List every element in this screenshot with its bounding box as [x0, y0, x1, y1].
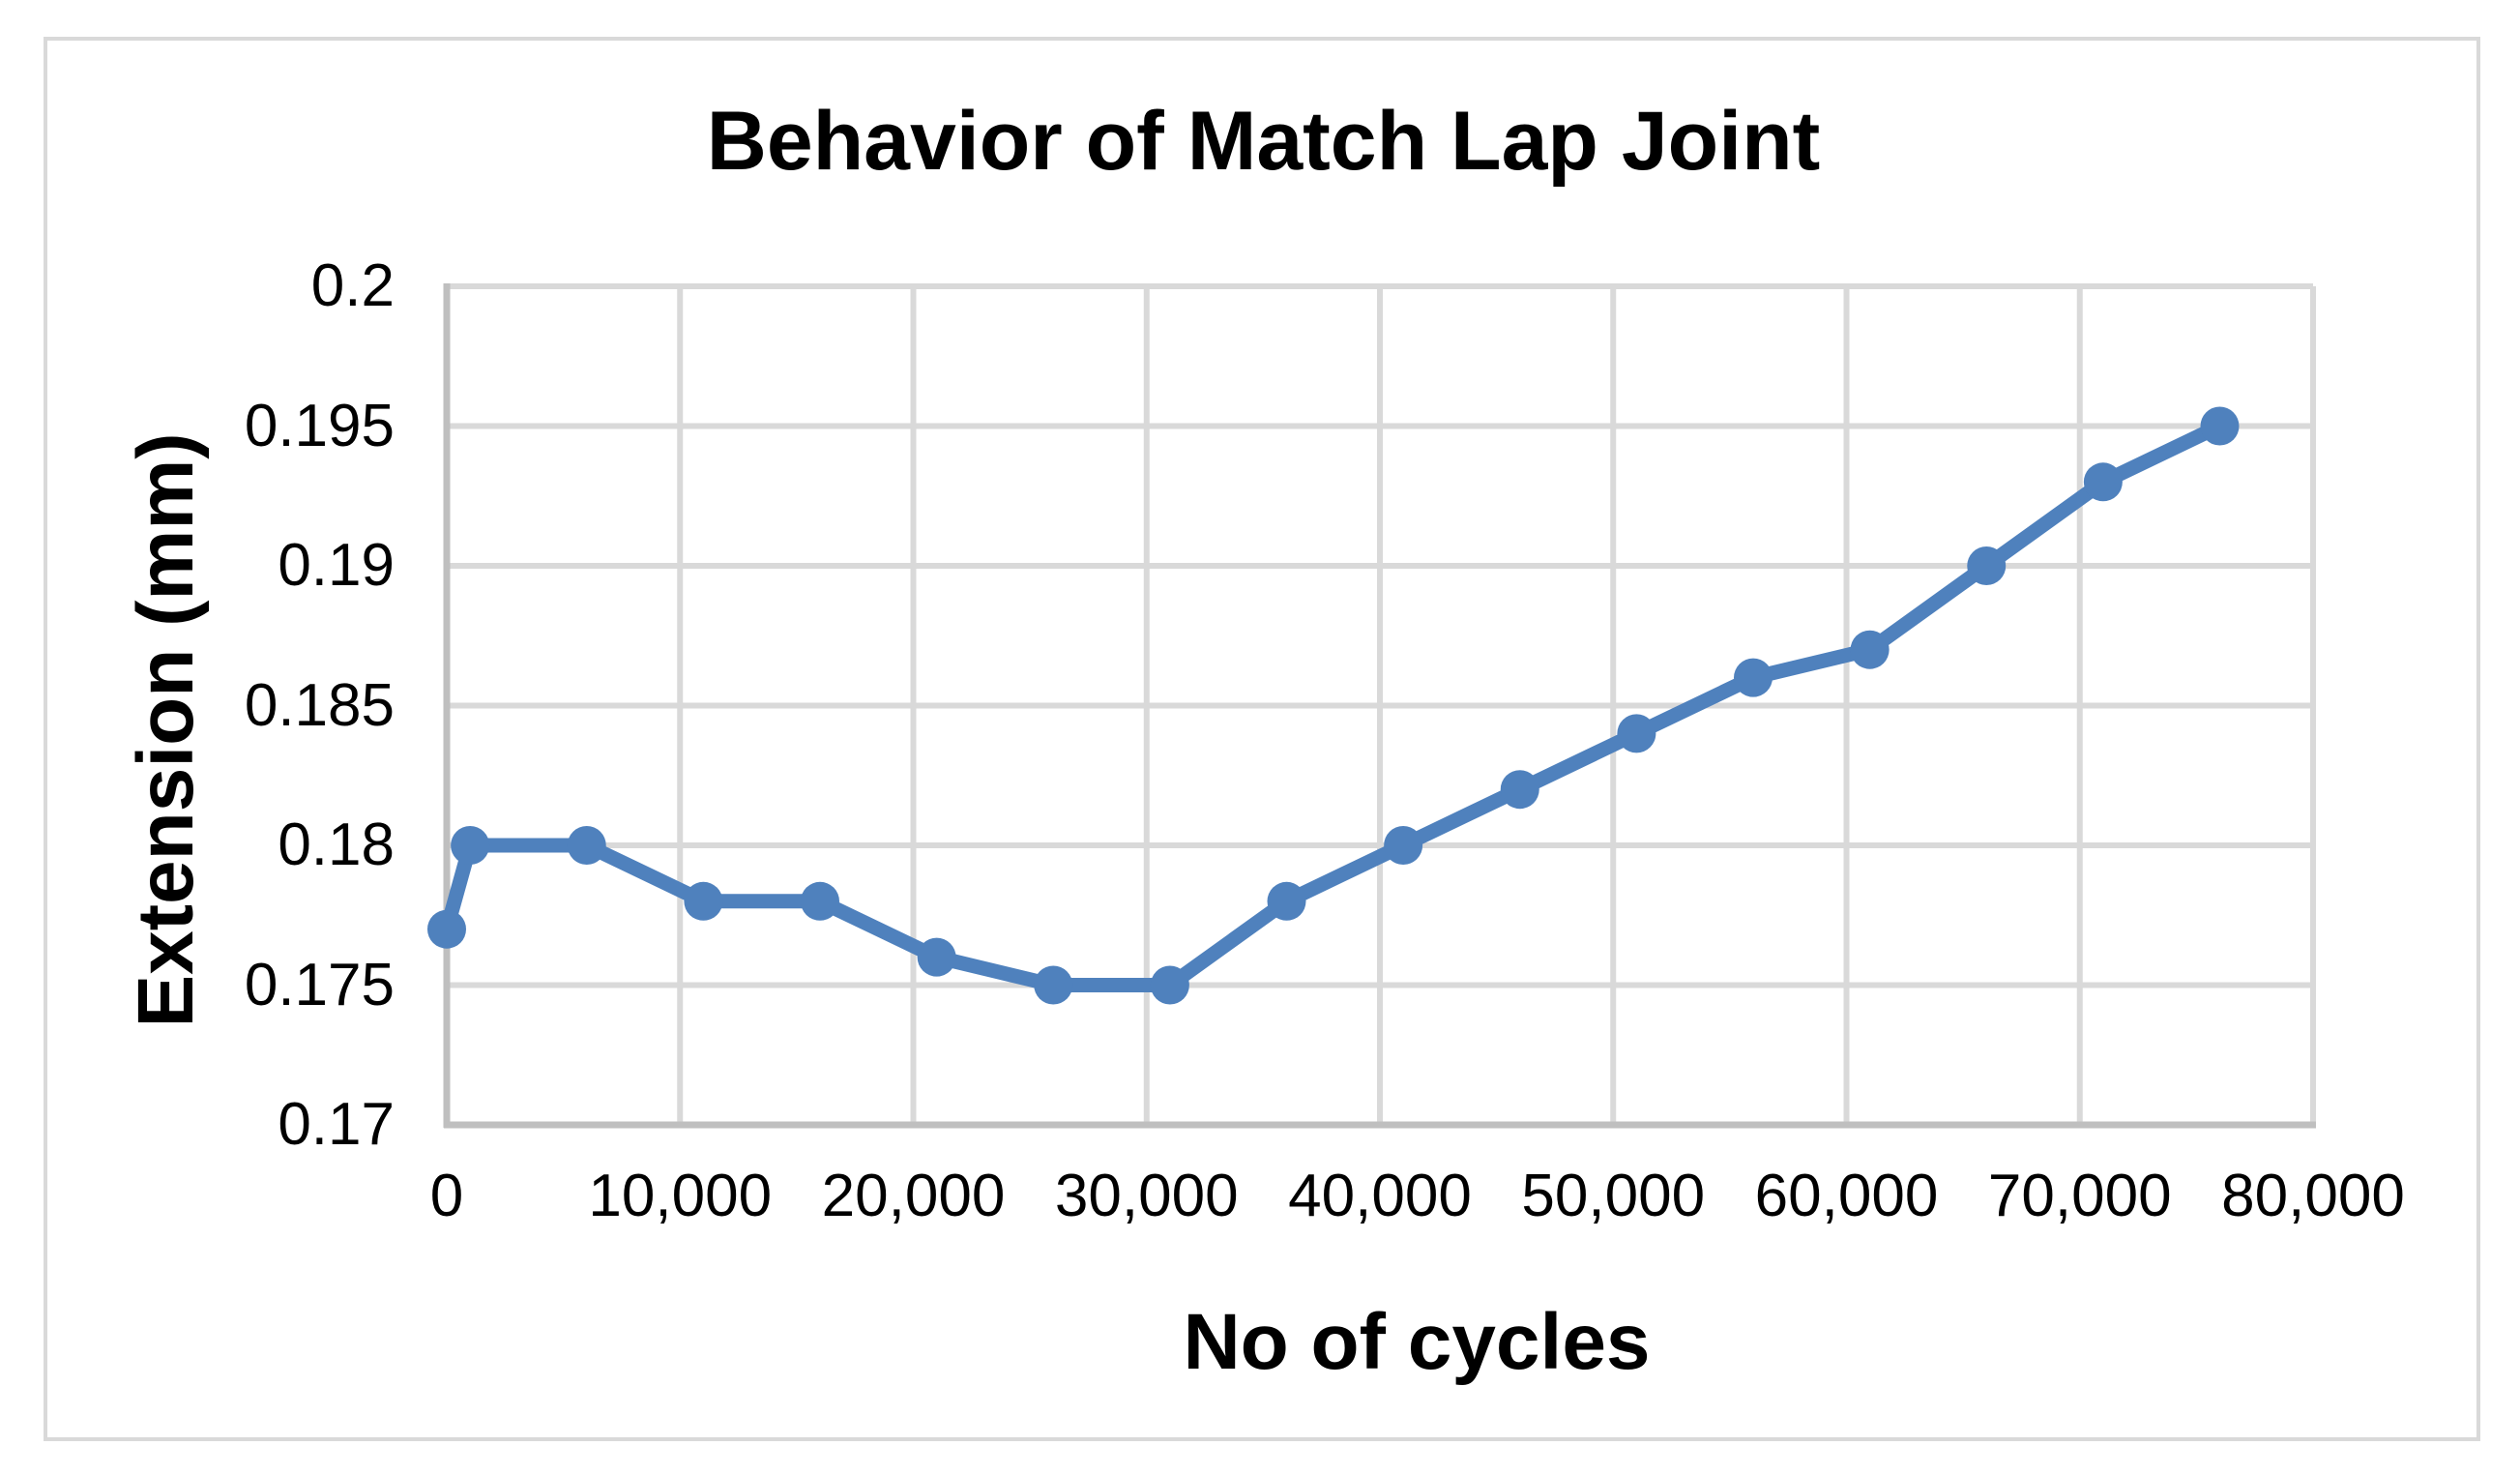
data-point-marker [1500, 770, 1539, 810]
x-tick-label: 40,000 [1288, 1163, 1472, 1229]
x-tick-label: 70,000 [1987, 1163, 2172, 1229]
data-point-marker [1034, 965, 1073, 1005]
y-tick-label: 0.195 [244, 392, 395, 459]
x-tick-label: 20,000 [821, 1163, 1006, 1229]
chart-title: Behavior of Match Lap Joint [706, 95, 1821, 188]
x-tick-label: 80,000 [2221, 1163, 2405, 1229]
x-tick-label: 10,000 [588, 1163, 773, 1229]
data-point-marker [1617, 714, 1656, 753]
data-point-marker [1967, 546, 2007, 585]
data-point-marker [801, 881, 839, 921]
y-tick-label: 0.175 [244, 951, 395, 1018]
y-tick-label: 0.2 [310, 252, 395, 319]
gridlines [444, 283, 2316, 1128]
data-point-marker [1384, 826, 1423, 865]
data-point-marker [427, 909, 466, 949]
data-point-marker [1850, 630, 1890, 669]
data-point-marker [1734, 658, 1773, 697]
x-tick-label: 60,000 [1754, 1163, 1939, 1229]
data-point-marker [2200, 406, 2240, 446]
x-axis-title: No of cycles [1183, 1298, 1651, 1386]
data-point-marker [451, 826, 490, 865]
data-point-marker [567, 826, 606, 865]
data-point-marker [1267, 881, 1306, 921]
y-tick-label: 0.185 [244, 671, 395, 739]
x-tick-label: 30,000 [1054, 1163, 1239, 1229]
axis-lines [443, 283, 2316, 1129]
data-point-marker [684, 881, 723, 921]
x-tick-label: 50,000 [1521, 1163, 1706, 1229]
data-point-marker [917, 937, 956, 977]
y-tick-label: 0.18 [278, 811, 395, 878]
data-point-marker [1150, 965, 1189, 1005]
data-point-marker [2083, 462, 2123, 502]
y-tick-label: 0.19 [278, 532, 395, 599]
x-tick-label: 0 [429, 1163, 464, 1229]
series-layer [427, 406, 2240, 1005]
y-tick-label: 0.17 [278, 1091, 395, 1158]
